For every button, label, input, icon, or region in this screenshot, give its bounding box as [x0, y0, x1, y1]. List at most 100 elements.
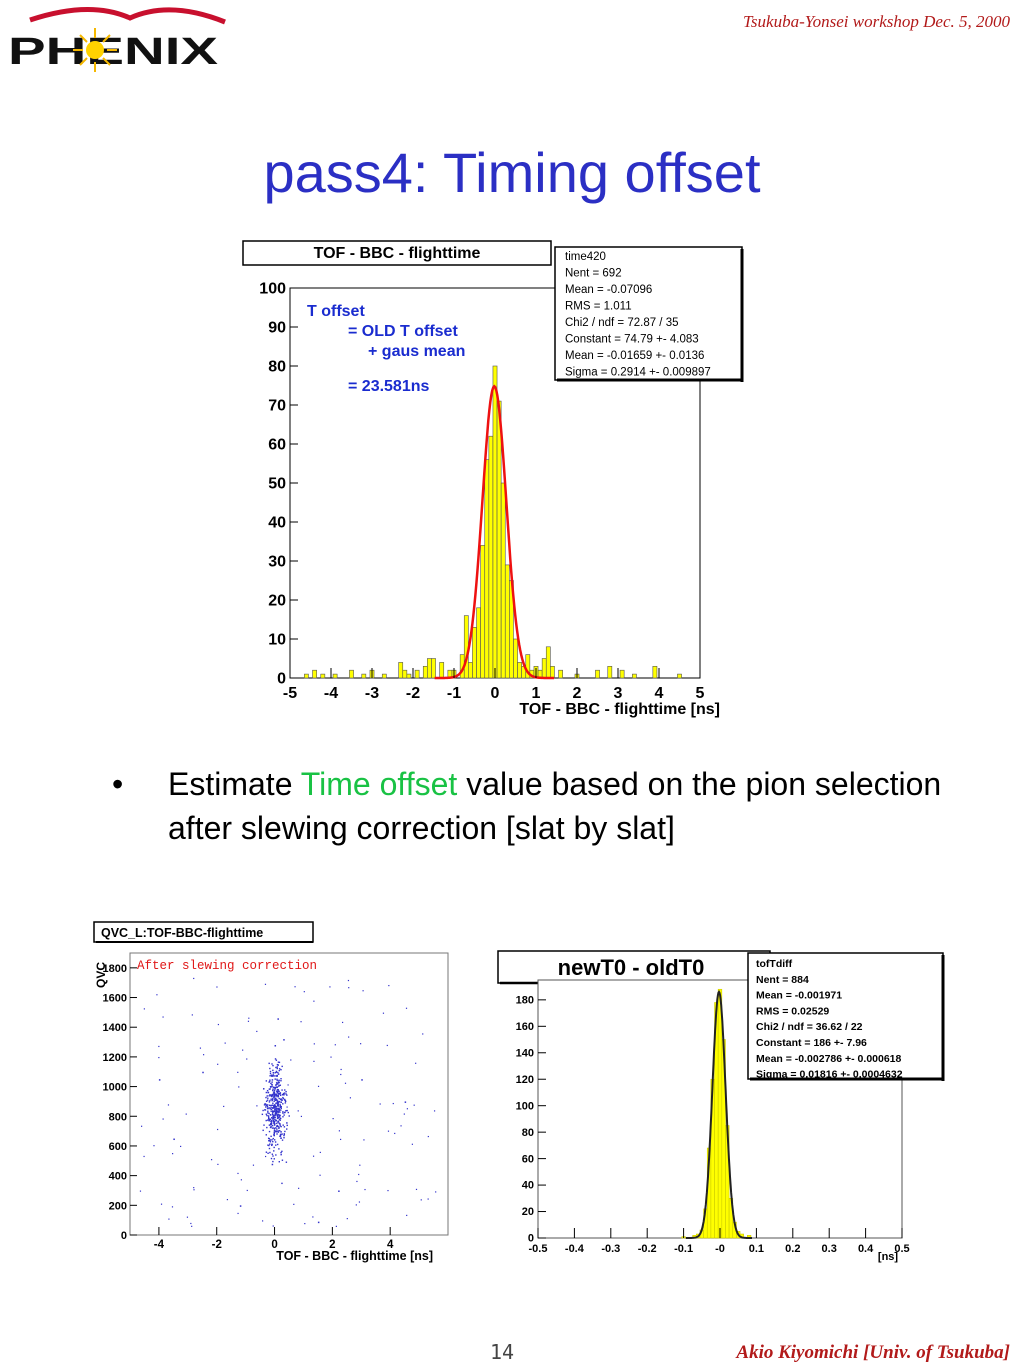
scatter-point	[193, 1189, 195, 1191]
scatter-point	[359, 1164, 361, 1166]
scatter-point	[272, 1115, 274, 1117]
scatter-point	[312, 1216, 314, 1218]
scatter-point	[273, 1131, 275, 1134]
annotation-line-4: = 23.581ns	[348, 378, 430, 395]
scatter-point	[268, 1138, 271, 1140]
scatter-point	[269, 1094, 271, 1096]
scatter-point	[276, 1124, 279, 1127]
stats-line: tofTdiff	[756, 958, 793, 970]
scatter-point	[272, 1114, 275, 1117]
scatter-point	[278, 1107, 280, 1109]
scatter-point	[271, 1118, 274, 1120]
footer-author: Akio Kiyomichi [Univ. of Tsukuba]	[736, 1342, 1010, 1363]
scatter-point	[268, 1119, 271, 1121]
scatter-point	[404, 1101, 407, 1103]
scatter-point	[271, 1099, 273, 1102]
scatter-point	[278, 1068, 281, 1070]
scatter-point	[274, 1071, 277, 1074]
scatter-point	[271, 1124, 274, 1127]
scatter-point	[360, 1043, 362, 1045]
scatter-point	[293, 1203, 295, 1205]
stats-line: RMS = 1.011	[565, 301, 632, 313]
scatter-point	[273, 1095, 276, 1098]
scatter-point	[269, 1141, 272, 1143]
scatter-point	[270, 1123, 273, 1125]
scatter-point	[267, 1116, 270, 1118]
scatter-point	[286, 1128, 288, 1130]
scatter-point	[422, 1033, 424, 1035]
scatter-point	[406, 1108, 408, 1110]
bullet-text: Estimate Time offset value based on the …	[168, 762, 968, 850]
scatter-point	[338, 1190, 340, 1192]
scatter-point	[282, 1112, 284, 1114]
scatter-point	[266, 1089, 269, 1092]
scatter-point	[278, 1097, 280, 1100]
scatter-point	[277, 1121, 279, 1123]
scatter-point	[224, 1042, 226, 1044]
scatter-point	[268, 1088, 271, 1090]
histogram-x-label: TOF - BBC - flighttime [ns]	[519, 701, 720, 718]
scatter-point	[271, 1085, 273, 1087]
histogram-bar	[517, 662, 522, 679]
scatter-point	[273, 1139, 276, 1141]
x-tick-label: -2	[406, 685, 420, 702]
x-tick-label: 4	[387, 1239, 394, 1251]
scatter-point	[275, 1130, 277, 1132]
scatter-point	[276, 1101, 279, 1103]
scatter-point	[272, 1094, 275, 1096]
scatter-point	[265, 1096, 267, 1099]
scatter-point	[246, 1058, 248, 1060]
y-tick-label: 0	[528, 1233, 534, 1245]
phoenix-sun-icon	[73, 28, 117, 72]
scatter-point	[272, 1137, 274, 1140]
scatter-point	[269, 1088, 271, 1090]
scatter-title: QVC_L:TOF-BBC-flighttime	[101, 926, 263, 940]
scatter-point	[280, 1107, 282, 1110]
stats-line: Chi2 / ndf = 36.62 / 22	[756, 1021, 863, 1033]
scatter-points	[139, 977, 437, 1227]
scatter-point	[271, 1121, 273, 1123]
scatter-point	[273, 1158, 275, 1160]
x-tick-label: -1	[447, 685, 461, 702]
scatter-point	[348, 1036, 350, 1038]
scatter-point	[276, 1128, 278, 1130]
scatter-point	[387, 1130, 390, 1132]
scatter-point	[273, 1100, 275, 1102]
scatter-point	[281, 1099, 283, 1101]
y-tick-label: 140	[516, 1047, 534, 1059]
scatter-point	[185, 1113, 187, 1115]
scatter-point	[268, 1107, 271, 1109]
stats-line: Mean = -0.07096	[565, 284, 652, 296]
scatter-point	[284, 1130, 286, 1133]
scatter-point	[275, 1102, 277, 1105]
scatter-point	[272, 1118, 275, 1120]
scatter-point	[274, 1141, 277, 1143]
scatter-point	[272, 1225, 274, 1227]
bullet-highlight: Time offset	[300, 766, 458, 802]
scatter-point	[341, 1021, 344, 1024]
scatter-point	[349, 1097, 352, 1099]
scatter-point	[297, 1110, 299, 1112]
x-tick-label: 5	[696, 685, 705, 702]
scatter-point	[361, 1079, 363, 1081]
x-tick-label: 1	[532, 685, 541, 702]
scatter-point	[281, 1139, 284, 1141]
scatter-point	[283, 1114, 285, 1116]
scatter-point	[268, 1130, 271, 1133]
scatter-point	[281, 1159, 284, 1161]
scatter-point	[286, 1124, 288, 1127]
scatter-point	[280, 1099, 283, 1101]
scatter-point	[272, 1086, 275, 1089]
scatter-point	[271, 1094, 274, 1097]
scatter-point	[267, 1117, 270, 1120]
scatter-point	[265, 1103, 267, 1106]
y-tick-label: 1600	[103, 993, 127, 1005]
scatter-point	[279, 1084, 282, 1086]
histogram-bar	[480, 545, 486, 679]
scatter-point	[217, 1063, 219, 1065]
scatter-point	[280, 1101, 283, 1103]
y-tick-label: 800	[109, 1111, 127, 1123]
scatter-point	[344, 1082, 347, 1084]
y-tick-label: 40	[268, 514, 286, 531]
scatter-point	[268, 1112, 270, 1115]
